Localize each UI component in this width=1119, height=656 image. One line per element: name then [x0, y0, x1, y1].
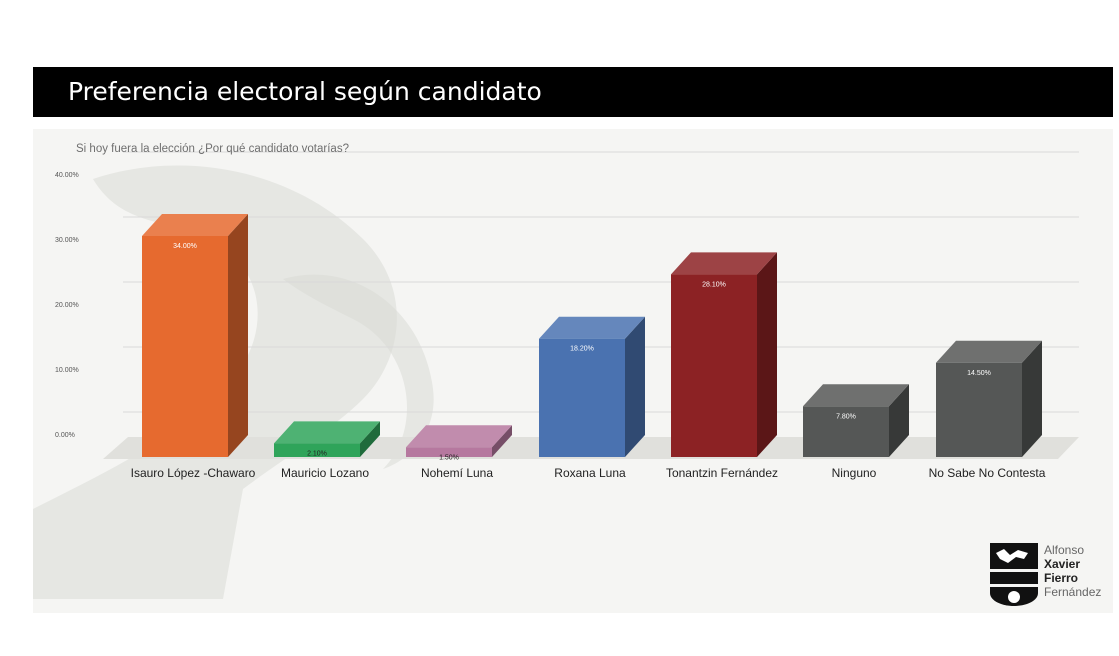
x-tick-label: No Sabe No Contesta: [929, 466, 1046, 480]
chart-subtitle: Si hoy fuera la elección ¿Por qué candid…: [76, 143, 349, 155]
data-label: 18.20%: [570, 346, 594, 353]
bar-front: [803, 406, 889, 457]
bar-side: [360, 421, 380, 457]
x-tick-label: Isauro López -Chawaro: [131, 466, 256, 480]
x-tick-label: Tonantzin Fernández: [666, 466, 778, 480]
x-tick-label: Nohemí Luna: [421, 466, 493, 480]
bar-side: [625, 316, 645, 457]
logo-line-1: Alfonso: [1044, 543, 1085, 557]
data-label: 14.50%: [967, 370, 991, 377]
bar-top: [936, 340, 1042, 363]
bar-1: [274, 421, 380, 457]
data-label: 1.50%: [439, 454, 459, 461]
bar-top: [539, 316, 645, 339]
logo-line-2: Xavier: [1044, 557, 1081, 571]
y-tick-label: 0.00%: [55, 432, 75, 439]
bar-front: [142, 236, 228, 457]
x-tick-label: Ninguno: [832, 466, 877, 480]
y-tick-label: 20.00%: [55, 302, 79, 309]
chart-panel: 0.00% 10.00% 20.00% 30.00% 40.00% 34.00% Isaur…: [33, 129, 1113, 613]
bars: [142, 214, 1042, 457]
bar-5: [803, 384, 909, 457]
bar-top: [803, 384, 909, 407]
logo-line-4: Fernández: [1044, 585, 1102, 599]
bar-front: [936, 362, 1022, 457]
bar-top: [142, 214, 248, 236]
bar-side: [889, 384, 909, 457]
data-label: 28.10%: [702, 281, 726, 288]
bar-front: [274, 443, 360, 457]
bar-front: [539, 338, 625, 457]
bar-side: [757, 252, 777, 457]
background-watermark-ring: [283, 274, 434, 469]
data-label: 34.00%: [173, 243, 197, 250]
logo-line-3: Fierro: [1044, 571, 1079, 585]
x-tick-label: Roxana Luna: [554, 466, 626, 480]
bar-top: [274, 421, 380, 444]
bar-top: [671, 252, 777, 275]
y-tick-label: 30.00%: [55, 237, 79, 244]
bar-front: [671, 274, 757, 457]
bar-6: [936, 340, 1042, 457]
bar-top: [406, 425, 512, 448]
bar-side: [1022, 340, 1042, 457]
background-watermark: [33, 165, 397, 599]
bar-side: [228, 214, 248, 457]
labels: 0.00% 10.00% 20.00% 30.00% 40.00% 34.00% Isaur…: [55, 172, 1046, 480]
bar-side: [492, 425, 512, 457]
x-tick-label: Mauricio Lozano: [281, 466, 369, 480]
brand-logo: Alfonso Xavier Fierro Fernández: [990, 543, 1110, 609]
bar-0: [142, 214, 248, 457]
data-label: 2.10%: [307, 450, 327, 457]
bar-front: [406, 447, 492, 457]
bar-chart: 0.00% 10.00% 20.00% 30.00% 40.00% 34.00% Isaur…: [33, 151, 1079, 599]
shield-icon: [990, 543, 1038, 606]
logo-text: Alfonso Xavier Fierro Fernández: [1044, 543, 1101, 599]
bar-4: [671, 252, 777, 457]
bar-2: [406, 425, 512, 457]
y-tick-label: 10.00%: [55, 367, 79, 374]
header-bar: Preferencia electoral según candidato: [33, 67, 1113, 117]
page-title: Preferencia electoral según candidato: [68, 77, 542, 106]
bar-3: [539, 316, 645, 457]
y-tick-label: 40.00%: [55, 172, 79, 179]
data-label: 7.80%: [836, 413, 856, 420]
